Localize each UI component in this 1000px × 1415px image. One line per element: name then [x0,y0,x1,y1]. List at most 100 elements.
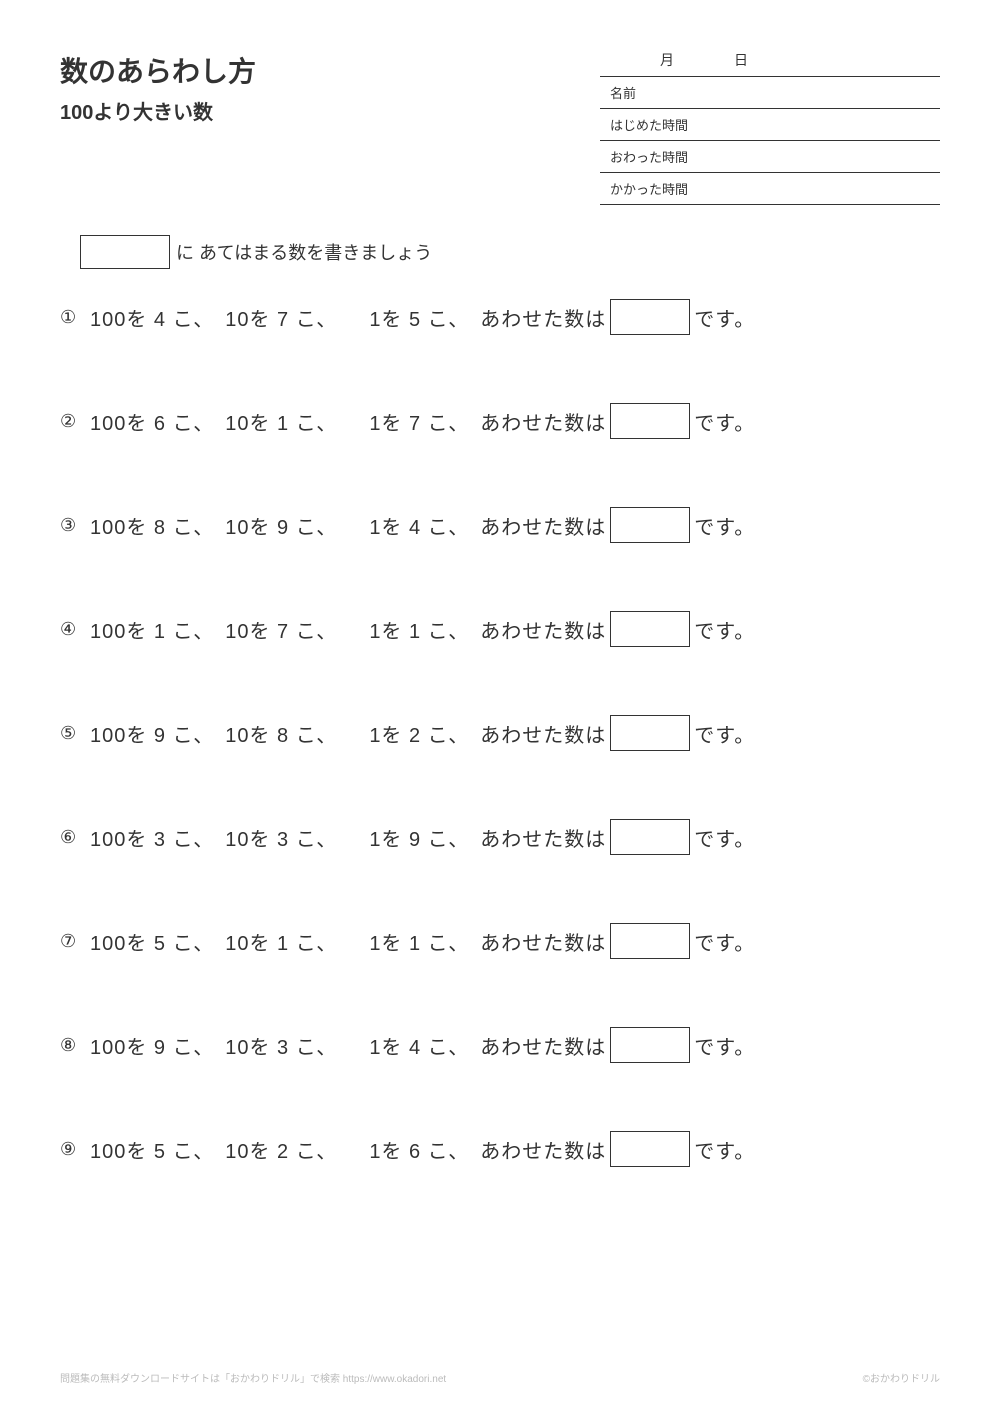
problem-number: ⑥ [60,827,90,848]
ones-segment: 1を 7 こ、 [369,407,480,436]
problem-number: ⑤ [60,723,90,744]
tens-segment: 10を 3 こ、 [225,1031,369,1060]
hundreds-segment: 100を 9 こ、 [90,719,225,748]
answer-box[interactable] [610,299,690,335]
main-title: 数のあらわし方 [60,50,256,90]
worksheet-header: 数のあらわし方 100より大きい数 月 日 名前 はじめた時間 おわった時間 か… [60,50,940,205]
problem-text: 100を 4 こ、 10を 7 こ、 1を 5 こ、 あわせた数は です。 [90,299,755,335]
problem-text: 100を 9 こ、 10を 8 こ、 1を 2 こ、 あわせた数は です。 [90,715,755,751]
end-time-row: おわった時間 [600,140,940,172]
hundreds-segment: 100を 4 こ、 [90,303,225,332]
tens-segment: 10を 7 こ、 [225,615,369,644]
problem-row: ③100を 8 こ、 10を 9 こ、 1を 4 こ、 あわせた数は です。 [60,507,940,543]
footer: 問題集の無料ダウンロードサイトは「おかわりドリル」で検索 https://www… [60,1370,940,1385]
elapsed-time-row: かかった時間 [600,172,940,205]
sub-title: 100より大きい数 [60,96,256,125]
tens-segment: 10を 1 こ、 [225,927,369,956]
answer-box[interactable] [610,611,690,647]
problem-text: 100を 5 こ、 10を 2 こ、 1を 6 こ、 あわせた数は です。 [90,1131,755,1167]
answer-box[interactable] [610,819,690,855]
answer-box[interactable] [610,1027,690,1063]
problem-number: ② [60,411,90,432]
combined-label: あわせた数は [480,407,606,436]
instruction-blank-box [80,235,170,269]
hundreds-segment: 100を 5 こ、 [90,927,225,956]
problem-row: ⑤100を 9 こ、 10を 8 こ、 1を 2 こ、 あわせた数は です。 [60,715,940,751]
combined-label: あわせた数は [480,719,606,748]
answer-box[interactable] [610,715,690,751]
combined-label: あわせた数は [480,303,606,332]
hundreds-segment: 100を 3 こ、 [90,823,225,852]
ones-segment: 1を 6 こ、 [369,1135,480,1164]
desu-label: です。 [694,407,755,436]
problem-number: ① [60,307,90,328]
tens-segment: 10を 2 こ、 [225,1135,369,1164]
hundreds-segment: 100を 9 こ、 [90,1031,225,1060]
instruction-text: に あてはまる数を書きましょう [176,239,432,265]
ones-segment: 1を 1 こ、 [369,927,480,956]
name-row: 名前 [600,76,940,108]
problem-text: 100を 5 こ、 10を 1 こ、 1を 1 こ、 あわせた数は です。 [90,923,755,959]
problem-row: ①100を 4 こ、 10を 7 こ、 1を 5 こ、 あわせた数は です。 [60,299,940,335]
info-block: 月 日 名前 はじめた時間 おわった時間 かかった時間 [600,50,940,205]
combined-label: あわせた数は [480,823,606,852]
problem-row: ⑦100を 5 こ、 10を 1 こ、 1を 1 こ、 あわせた数は です。 [60,923,940,959]
problem-row: ⑥100を 3 こ、 10を 3 こ、 1を 9 こ、 あわせた数は です。 [60,819,940,855]
title-block: 数のあらわし方 100より大きい数 [60,50,256,125]
problem-number: ③ [60,515,90,536]
month-label: 月 [660,50,674,70]
problem-number: ⑧ [60,1035,90,1056]
tens-segment: 10を 7 こ、 [225,303,369,332]
hundreds-segment: 100を 8 こ、 [90,511,225,540]
tens-segment: 10を 8 こ、 [225,719,369,748]
problem-row: ④100を 1 こ、 10を 7 こ、 1を 1 こ、 あわせた数は です。 [60,611,940,647]
answer-box[interactable] [610,403,690,439]
answer-box[interactable] [610,1131,690,1167]
answer-box[interactable] [610,923,690,959]
problem-text: 100を 8 こ、 10を 9 こ、 1を 4 こ、 あわせた数は です。 [90,507,755,543]
combined-label: あわせた数は [480,511,606,540]
tens-segment: 10を 3 こ、 [225,823,369,852]
tens-segment: 10を 9 こ、 [225,511,369,540]
ones-segment: 1を 4 こ、 [369,1031,480,1060]
hundreds-segment: 100を 6 こ、 [90,407,225,436]
problem-text: 100を 6 こ、 10を 1 こ、 1を 7 こ、 あわせた数は です。 [90,403,755,439]
answer-box[interactable] [610,507,690,543]
problem-number: ⑦ [60,931,90,952]
desu-label: です。 [694,511,755,540]
footer-right: ©おかわりドリル [863,1370,940,1385]
footer-left: 問題集の無料ダウンロードサイトは「おかわりドリル」で検索 https://www… [60,1370,446,1385]
desu-label: です。 [694,615,755,644]
hundreds-segment: 100を 1 こ、 [90,615,225,644]
problem-text: 100を 1 こ、 10を 7 こ、 1を 1 こ、 あわせた数は です。 [90,611,755,647]
desu-label: です。 [694,1031,755,1060]
ones-segment: 1を 4 こ、 [369,511,480,540]
desu-label: です。 [694,1135,755,1164]
combined-label: あわせた数は [480,927,606,956]
instruction: に あてはまる数を書きましょう [80,235,940,269]
day-label: 日 [734,50,748,70]
ones-segment: 1を 1 こ、 [369,615,480,644]
start-time-row: はじめた時間 [600,108,940,140]
combined-label: あわせた数は [480,615,606,644]
desu-label: です。 [694,823,755,852]
desu-label: です。 [694,303,755,332]
date-line: 月 日 [600,50,940,76]
desu-label: です。 [694,927,755,956]
problems-list: ①100を 4 こ、 10を 7 こ、 1を 5 こ、 あわせた数はです。②10… [60,299,940,1167]
problem-text: 100を 3 こ、 10を 3 こ、 1を 9 こ、 あわせた数は です。 [90,819,755,855]
ones-segment: 1を 2 こ、 [369,719,480,748]
combined-label: あわせた数は [480,1135,606,1164]
hundreds-segment: 100を 5 こ、 [90,1135,225,1164]
problem-number: ⑨ [60,1139,90,1160]
problem-text: 100を 9 こ、 10を 3 こ、 1を 4 こ、 あわせた数は です。 [90,1027,755,1063]
problem-number: ④ [60,619,90,640]
ones-segment: 1を 9 こ、 [369,823,480,852]
problem-row: ②100を 6 こ、 10を 1 こ、 1を 7 こ、 あわせた数は です。 [60,403,940,439]
ones-segment: 1を 5 こ、 [369,303,480,332]
problem-row: ⑧100を 9 こ、 10を 3 こ、 1を 4 こ、 あわせた数は です。 [60,1027,940,1063]
desu-label: です。 [694,719,755,748]
tens-segment: 10を 1 こ、 [225,407,369,436]
problem-row: ⑨100を 5 こ、 10を 2 こ、 1を 6 こ、 あわせた数は です。 [60,1131,940,1167]
combined-label: あわせた数は [480,1031,606,1060]
